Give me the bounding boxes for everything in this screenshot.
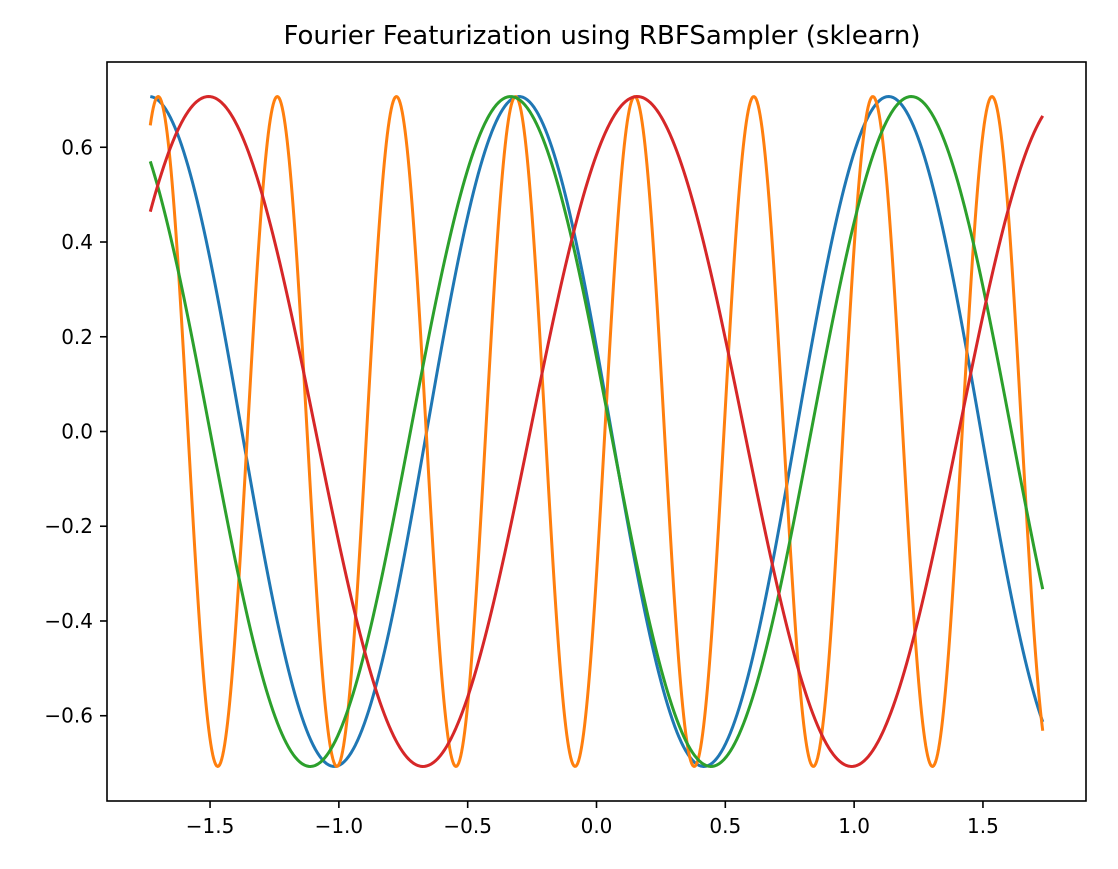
y-tick-label: 0.0: [61, 420, 93, 444]
y-tick-label: 0.6: [61, 135, 93, 159]
x-tick-label: 0.0: [581, 814, 613, 838]
series-line-4: [148, 95, 1045, 768]
x-tick-label: 1.5: [967, 814, 999, 838]
y-tick-label: 0.4: [61, 230, 93, 254]
x-axis: −1.5 −1.0 −0.5 0.0 0.5 1.0 1.5: [186, 801, 999, 838]
axes-frame: [106, 61, 1087, 802]
chart-title: Fourier Featurization using RBFSampler (…: [283, 21, 920, 51]
x-tick-label: 1.0: [838, 814, 870, 838]
x-tick-label: −1.5: [186, 814, 235, 838]
y-tick-label: 0.2: [61, 325, 93, 349]
series-line-3: [148, 95, 1045, 768]
series-line-1: [150, 95, 1045, 768]
x-tick-label: −0.5: [443, 814, 492, 838]
y-tick-label: −0.2: [44, 514, 93, 538]
y-tick-label: −0.4: [44, 609, 93, 633]
x-tick-label: −1.0: [315, 814, 364, 838]
x-tick-label: 0.5: [709, 814, 741, 838]
plot-lines: [148, 95, 1045, 768]
series-line-2: [148, 95, 1045, 768]
y-axis: 0.6 0.4 0.2 0.0 −0.2 −0.4 −0.6: [44, 135, 107, 728]
y-tick-label: −0.6: [44, 704, 93, 728]
